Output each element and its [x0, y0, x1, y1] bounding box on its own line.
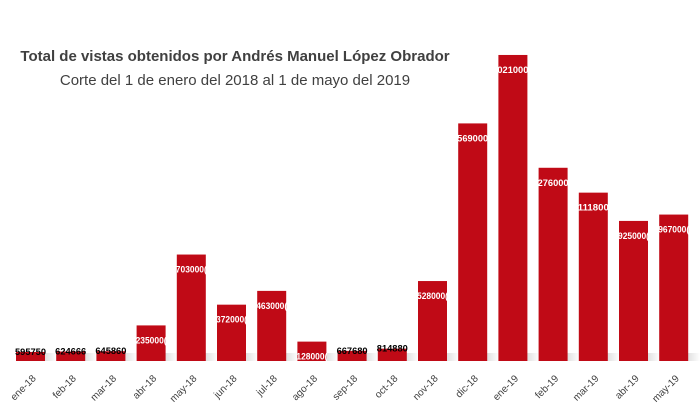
data-label: 569000 — [457, 133, 488, 143]
data-label: 645860 — [95, 346, 126, 356]
data-label: 235000( — [136, 335, 167, 345]
x-tick-label: dic-18 — [454, 373, 481, 400]
bar-nov-18 — [418, 281, 447, 361]
x-tick-label: ene-18 — [9, 373, 39, 403]
x-tick-label: ene-19 — [491, 373, 521, 403]
data-label: 925000( — [618, 231, 649, 241]
data-label: 624666 — [55, 347, 86, 357]
x-tick-label: abr-18 — [131, 373, 160, 402]
bar-abr-19 — [619, 220, 648, 361]
bar-may-19 — [659, 214, 689, 361]
x-tick-label: sep-18 — [331, 373, 361, 403]
bar-ene-18 — [16, 351, 45, 361]
bar-jun-18 — [217, 304, 246, 361]
data-label: 703000( — [176, 265, 207, 275]
data-label: 667680 — [337, 346, 368, 356]
data-label: 967000( — [658, 225, 689, 235]
x-tick-label: jul-18 — [254, 373, 280, 399]
bar-jul-18 — [257, 290, 287, 361]
x-tick-label: may-19 — [650, 373, 682, 405]
x-tick-label: feb-18 — [51, 373, 79, 401]
chart-subtitle: Corte del 1 de enero del 2018 al 1 de ma… — [59, 72, 411, 89]
data-label: 814880 — [377, 344, 408, 354]
bar-mar-19 — [578, 192, 608, 361]
bar-ene-19 — [498, 54, 528, 361]
x-tick-label: feb-19 — [533, 373, 561, 401]
bar-dic-18 — [458, 123, 488, 361]
data-label: 276000 — [538, 178, 569, 188]
x-tick-label: may-18 — [168, 373, 200, 405]
bar-oct-18 — [377, 348, 407, 361]
x-tick-label: jun-18 — [211, 373, 239, 401]
chart-title: Total de vistas obtenidos por Andrés Man… — [20, 48, 450, 65]
bar-ago-18 — [297, 341, 327, 361]
bar-sep-18 — [337, 350, 367, 361]
data-label: 111800 — [578, 203, 609, 213]
data-label: 128000( — [296, 352, 327, 362]
x-tick-label: ago-18 — [290, 373, 320, 403]
bar-feb-19 — [538, 167, 568, 361]
x-tick-label: abr-19 — [613, 373, 642, 402]
bar-abr-18 — [136, 325, 166, 361]
x-tick-label: oct-18 — [373, 373, 401, 401]
x-tick-label: mar-18 — [89, 373, 119, 403]
data-label: 528000( — [417, 291, 448, 301]
data-label: 021000 — [497, 65, 528, 75]
bar-may-18 — [176, 254, 206, 361]
bar-mar-18 — [96, 351, 126, 361]
x-tick-label: mar-19 — [571, 373, 601, 403]
data-label: 372000( — [216, 315, 247, 325]
data-label: 595750 — [15, 347, 46, 357]
data-label: 463000( — [256, 301, 287, 311]
x-tick-label: nov-18 — [411, 373, 441, 403]
bar-feb-18 — [56, 351, 86, 361]
